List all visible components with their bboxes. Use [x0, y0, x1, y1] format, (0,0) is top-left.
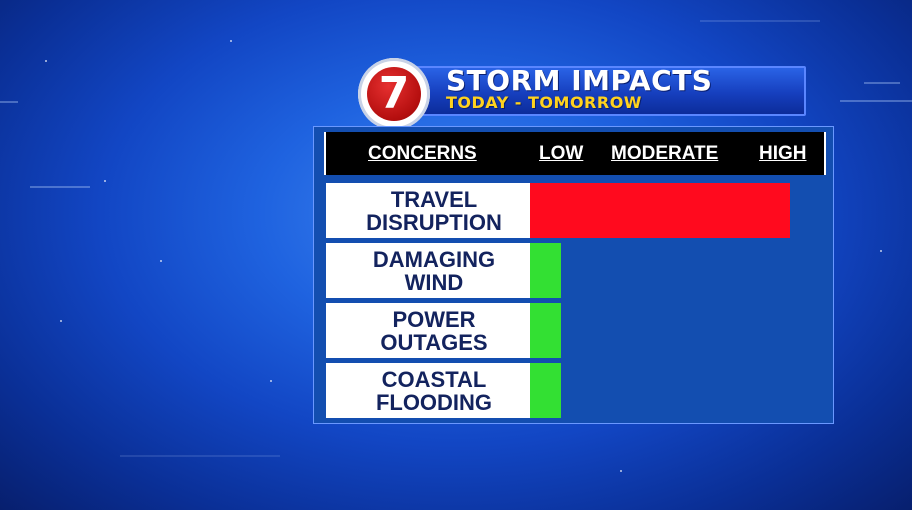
column-header-high: HIGH	[759, 143, 807, 164]
row-label: POWER OUTAGES	[326, 303, 542, 358]
row-label-text: POWER OUTAGES	[380, 306, 488, 355]
snowflake	[230, 40, 232, 42]
background-streak	[30, 186, 90, 188]
header-band	[406, 66, 806, 116]
column-header-concerns: CONCERNS	[368, 143, 477, 164]
background-streak	[864, 82, 900, 84]
snowflake	[45, 60, 47, 62]
impact-bar-low	[530, 243, 562, 298]
row-label-text: DAMAGING WIND	[372, 246, 496, 295]
page-subtitle: TODAY - TOMORROW	[446, 93, 642, 112]
page-title: STORM IMPACTS	[446, 64, 713, 97]
station-logo: 7	[358, 58, 430, 130]
row-label: COASTAL FLOODING	[326, 363, 542, 418]
header: 7 STORM IMPACTS TODAY - TOMORROW	[356, 58, 810, 132]
impact-bar-low	[530, 363, 562, 418]
snowflake	[60, 320, 62, 322]
snowflake	[620, 470, 622, 472]
background-streak	[120, 455, 280, 457]
impact-bar-high	[530, 183, 790, 238]
background-streak	[0, 101, 18, 103]
column-header-bar: CONCERNS LOW MODERATE HIGH	[324, 132, 826, 175]
row-label: DAMAGING WIND	[326, 243, 542, 298]
snowflake	[160, 260, 162, 262]
row-label-text: COASTAL FLOODING	[375, 366, 493, 415]
chart-panel: CONCERNS LOW MODERATE HIGH TRAVEL DISRUP…	[313, 126, 834, 424]
background-streak	[840, 100, 912, 102]
column-header-moderate: MODERATE	[611, 143, 719, 164]
row-label-text: TRAVEL DISRUPTION	[366, 186, 502, 235]
background-streak	[700, 20, 820, 22]
snowflake	[104, 180, 106, 182]
row-label: TRAVEL DISRUPTION	[326, 183, 542, 238]
logo-text: 7	[367, 67, 421, 121]
impact-bar-low	[530, 303, 562, 358]
column-header-low: LOW	[539, 143, 584, 164]
snowflake	[270, 380, 272, 382]
bar-area	[530, 183, 790, 418]
snowflake	[880, 250, 882, 252]
